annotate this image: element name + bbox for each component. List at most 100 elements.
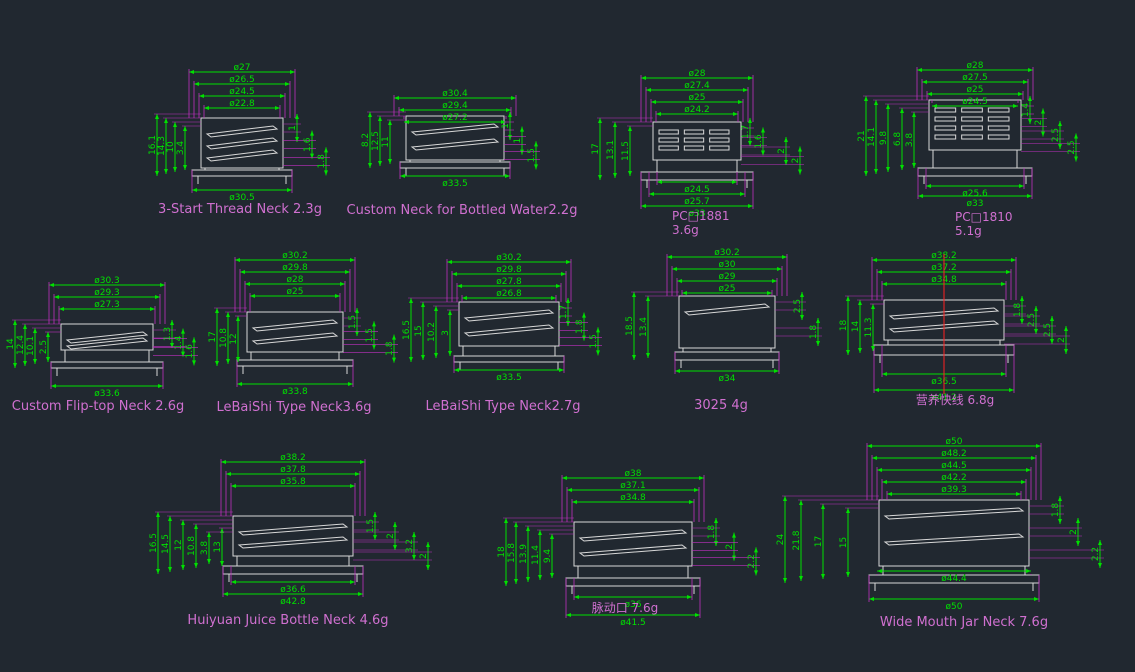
neck-body-outline — [405, 115, 505, 161]
arrowhead — [412, 532, 416, 537]
diameter-label-top: ø48.2 — [941, 449, 967, 459]
height-label-left: 13.4 — [639, 317, 649, 337]
height-label-right: 1.5 — [589, 334, 599, 348]
arrowhead — [598, 118, 602, 123]
arrowhead — [882, 480, 887, 484]
neck-drawing-1: ø27 ø26.5 ø24.5 ø22.8 ø30.5 16.1 14.3 10 3.4 1 1.6… — [148, 63, 330, 203]
height-label-right: 1.6 — [754, 134, 764, 149]
height-label-right: 1.4 — [174, 335, 184, 350]
arrowhead — [448, 310, 452, 315]
arrowhead — [448, 351, 452, 356]
height-label-right: 1.7 — [741, 125, 751, 139]
height-label-right: 1.8 — [707, 525, 717, 540]
diameter-label-bottom: ø36.6 — [280, 585, 306, 595]
arrowhead — [632, 292, 636, 297]
arrowhead — [33, 359, 37, 364]
arrowhead — [514, 522, 518, 527]
diameter-label-top: ø27 — [234, 63, 251, 73]
arrowhead — [922, 80, 927, 84]
arrowhead — [538, 575, 542, 580]
thread-profile — [888, 307, 1000, 320]
height-label-right: 1.5 — [366, 519, 376, 533]
arrowhead — [399, 108, 404, 112]
arrowhead — [534, 164, 538, 170]
arrowhead — [310, 153, 314, 159]
arrowhead — [355, 308, 359, 313]
diameter-label-top: ø29.4 — [442, 101, 468, 111]
arrowhead — [215, 361, 219, 366]
arrowhead — [732, 180, 737, 184]
height-label-right: 1.8 — [317, 154, 327, 169]
support-ring-outline — [191, 169, 293, 177]
height-label-right: 2 — [791, 158, 801, 164]
arrowhead — [874, 169, 878, 174]
thread-segment — [987, 116, 1010, 122]
arrowhead — [192, 337, 196, 343]
neck-body-outline — [458, 301, 560, 347]
height-label-left: 11.4 — [531, 545, 541, 565]
arrowhead — [340, 282, 345, 286]
arrowhead — [613, 122, 617, 127]
diameter-label-top: ø38.2 — [280, 453, 306, 463]
arrowhead — [505, 174, 510, 178]
arrowhead — [526, 526, 530, 531]
arrowhead — [1011, 258, 1016, 262]
label-pc1881-weight: 3.6g — [672, 223, 699, 237]
label-wide-mouth-jar-neck: Wide Mouth Jar Neck 7.6g — [879, 615, 1049, 630]
thread-profile — [410, 138, 500, 151]
arrowhead — [900, 108, 904, 113]
height-label-right: 1.8 — [1051, 503, 1061, 518]
diameter-label-bottom: ø30.5 — [229, 193, 255, 203]
arrowhead — [194, 524, 198, 529]
neck-drawing-6: ø30.2 ø29.8 ø28 ø25 ø33.8 17 10.8 12 1.5 1.5 1.8 — [208, 251, 398, 397]
arrowhead — [355, 331, 359, 336]
thread-profile — [237, 523, 349, 536]
arrowhead — [250, 294, 255, 298]
diameter-label-bottom: ø41.5 — [620, 618, 646, 628]
diameter-label-top: ø27.2 — [442, 113, 468, 123]
arrowhead — [882, 282, 887, 286]
arrowhead — [400, 174, 405, 178]
height-label-right: 1.5 — [365, 328, 375, 342]
arrowhead — [1041, 108, 1045, 114]
thread-profile — [578, 544, 688, 557]
arrowhead — [574, 595, 579, 599]
arrowhead — [772, 279, 777, 283]
arrowhead — [1001, 372, 1006, 376]
height-label-right: 1.6 — [185, 344, 195, 359]
height-label-left: 9.4 — [543, 549, 553, 564]
arrowhead — [372, 321, 376, 327]
height-label-right: 2.5 — [1067, 140, 1077, 154]
arrowhead — [452, 272, 457, 276]
thread-profile — [410, 123, 500, 136]
arrowhead — [192, 360, 196, 366]
arrowhead — [368, 163, 372, 168]
diameter-label-top: ø25 — [287, 287, 304, 297]
diameter-label-top: ø30.2 — [714, 248, 740, 258]
height-label-left: 18 — [839, 320, 849, 332]
arrowhead — [871, 304, 875, 309]
arrowhead — [1006, 270, 1011, 274]
arrowhead — [613, 173, 617, 178]
arrowhead — [350, 484, 355, 488]
arrowhead — [426, 542, 430, 547]
arrowhead — [454, 368, 459, 372]
height-label-right: 2.2 — [747, 554, 757, 568]
arrowhead — [462, 296, 467, 300]
height-label-left: 14.3 — [157, 136, 167, 156]
height-label-right: 2.5 — [1043, 323, 1053, 337]
height-label-left: 11.3 — [864, 317, 874, 337]
arrowhead — [886, 167, 890, 172]
label-3-start-thread-neck: 3-Start Thread Neck 2.3g — [158, 202, 322, 217]
height-label-right: 3.2 — [405, 539, 415, 553]
height-label-left: 15 — [414, 325, 424, 336]
arrowhead — [1058, 496, 1062, 501]
neck-body-outline — [232, 515, 354, 557]
arrowhead — [1098, 563, 1102, 568]
diameter-label-top: ø50 — [946, 437, 963, 447]
arrowhead — [421, 355, 425, 360]
arrowhead — [404, 120, 409, 124]
arrowhead — [800, 315, 804, 320]
support-ring-outline — [222, 565, 364, 575]
arrowhead — [1028, 119, 1032, 124]
